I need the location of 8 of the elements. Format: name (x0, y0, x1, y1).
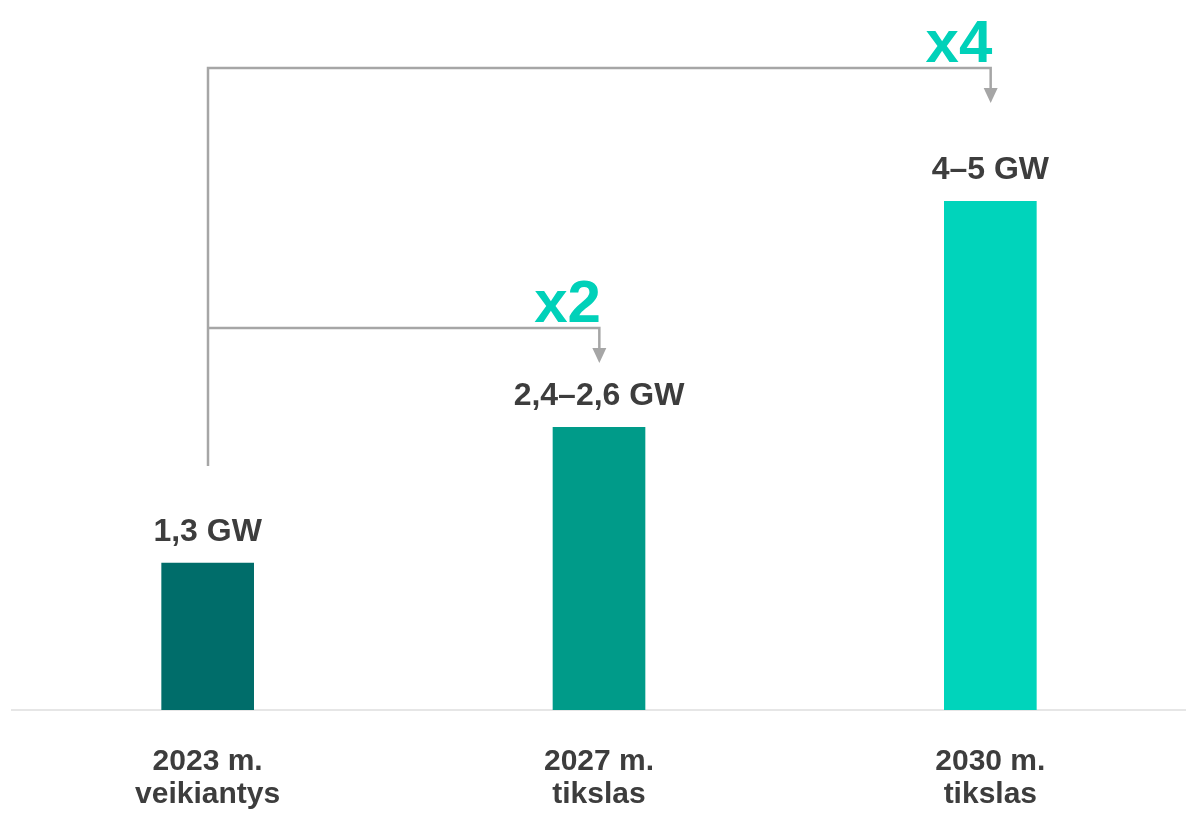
data-label: 4–5 GW (931, 150, 1050, 186)
data-label: 1,3 GW (153, 511, 263, 548)
annotation: x2 (534, 268, 601, 336)
x-tick-label: 2023 m. veikiantys (135, 743, 281, 809)
x-tick-label: 2030 m. tikslas (935, 743, 1046, 809)
x-tick-label: 2027 m. tikslas (543, 743, 655, 809)
data-label: 2,4–2,6 GW (513, 376, 686, 413)
text: x4 (925, 8, 993, 75)
